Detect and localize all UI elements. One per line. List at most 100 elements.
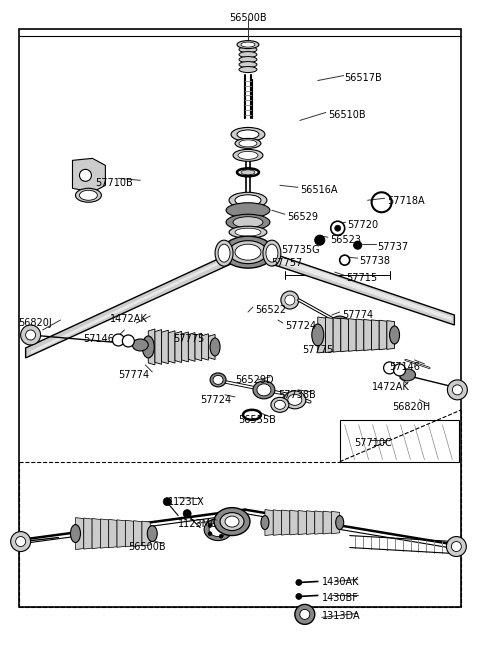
Ellipse shape <box>75 188 101 202</box>
Polygon shape <box>250 247 452 321</box>
Polygon shape <box>341 318 348 352</box>
Ellipse shape <box>222 236 274 268</box>
Text: 56500B: 56500B <box>229 12 267 23</box>
Ellipse shape <box>390 326 399 344</box>
Ellipse shape <box>80 191 97 200</box>
Polygon shape <box>248 245 455 325</box>
Text: 56517B: 56517B <box>344 73 382 83</box>
Ellipse shape <box>239 62 257 67</box>
Ellipse shape <box>288 394 302 405</box>
Ellipse shape <box>214 508 250 536</box>
Polygon shape <box>84 518 92 549</box>
Polygon shape <box>348 318 356 351</box>
Polygon shape <box>168 331 175 363</box>
Polygon shape <box>142 521 150 546</box>
Ellipse shape <box>239 140 257 147</box>
Polygon shape <box>133 521 142 546</box>
Polygon shape <box>195 333 202 361</box>
Polygon shape <box>31 249 245 354</box>
Ellipse shape <box>312 324 324 346</box>
Polygon shape <box>162 330 168 364</box>
Circle shape <box>16 536 25 546</box>
Circle shape <box>296 580 302 586</box>
Polygon shape <box>155 329 162 364</box>
Ellipse shape <box>239 67 257 73</box>
Text: 57775: 57775 <box>173 334 204 344</box>
Text: 57146: 57146 <box>84 334 114 344</box>
Text: 56523: 56523 <box>330 235 361 245</box>
Text: 1123MC: 1123MC <box>178 519 218 529</box>
Text: 57715: 57715 <box>346 273 377 283</box>
Text: 1472AK: 1472AK <box>372 382 409 392</box>
Text: 57775: 57775 <box>302 345 333 355</box>
Ellipse shape <box>204 519 232 540</box>
Ellipse shape <box>229 226 267 238</box>
Ellipse shape <box>266 244 278 262</box>
Ellipse shape <box>220 513 244 531</box>
Polygon shape <box>318 317 325 353</box>
Circle shape <box>384 362 396 374</box>
Polygon shape <box>188 333 195 362</box>
Text: 56820J: 56820J <box>19 318 52 328</box>
Circle shape <box>394 364 406 376</box>
Circle shape <box>315 235 325 245</box>
Ellipse shape <box>235 195 261 206</box>
Text: 56516A: 56516A <box>300 185 337 195</box>
Circle shape <box>331 221 345 235</box>
Ellipse shape <box>213 375 223 384</box>
Polygon shape <box>325 318 333 352</box>
Circle shape <box>285 295 295 305</box>
Ellipse shape <box>336 515 344 530</box>
Text: 1430AK: 1430AK <box>322 578 359 588</box>
Ellipse shape <box>399 369 416 381</box>
Ellipse shape <box>263 240 281 266</box>
Circle shape <box>80 170 91 181</box>
Polygon shape <box>364 320 372 350</box>
Circle shape <box>163 498 171 506</box>
Circle shape <box>335 225 341 231</box>
Ellipse shape <box>239 56 257 63</box>
Text: 1430BF: 1430BF <box>322 593 359 603</box>
Ellipse shape <box>241 42 255 47</box>
Ellipse shape <box>215 240 233 266</box>
Text: 56529: 56529 <box>287 212 318 222</box>
Polygon shape <box>100 519 108 548</box>
Polygon shape <box>323 511 331 534</box>
Polygon shape <box>333 318 341 352</box>
Circle shape <box>296 593 302 599</box>
Circle shape <box>451 542 461 552</box>
Polygon shape <box>331 512 340 534</box>
Text: 57718A: 57718A <box>387 196 425 206</box>
Circle shape <box>300 609 310 620</box>
Text: 57720: 57720 <box>348 220 379 230</box>
Ellipse shape <box>226 203 270 217</box>
Circle shape <box>452 385 462 395</box>
Circle shape <box>208 523 212 527</box>
Polygon shape <box>387 320 395 349</box>
Circle shape <box>219 521 223 525</box>
Text: 57738B: 57738B <box>278 390 316 400</box>
Circle shape <box>21 325 41 345</box>
Text: 57774: 57774 <box>119 370 149 380</box>
Polygon shape <box>356 319 364 351</box>
Circle shape <box>446 536 467 557</box>
Ellipse shape <box>226 214 270 230</box>
Polygon shape <box>75 517 84 550</box>
Text: 56529D: 56529D <box>235 375 274 385</box>
Polygon shape <box>273 510 282 535</box>
Polygon shape <box>108 519 117 548</box>
Ellipse shape <box>71 525 81 542</box>
Text: 56500B: 56500B <box>128 542 166 552</box>
Polygon shape <box>282 510 290 535</box>
Polygon shape <box>125 520 133 547</box>
Text: 57146: 57146 <box>390 362 420 372</box>
Ellipse shape <box>237 41 259 48</box>
Circle shape <box>295 605 315 624</box>
Ellipse shape <box>225 516 239 527</box>
Polygon shape <box>72 159 106 193</box>
Polygon shape <box>315 511 323 534</box>
Ellipse shape <box>132 339 148 351</box>
Text: 57710C: 57710C <box>355 438 393 448</box>
Polygon shape <box>208 335 215 360</box>
Circle shape <box>11 532 31 552</box>
